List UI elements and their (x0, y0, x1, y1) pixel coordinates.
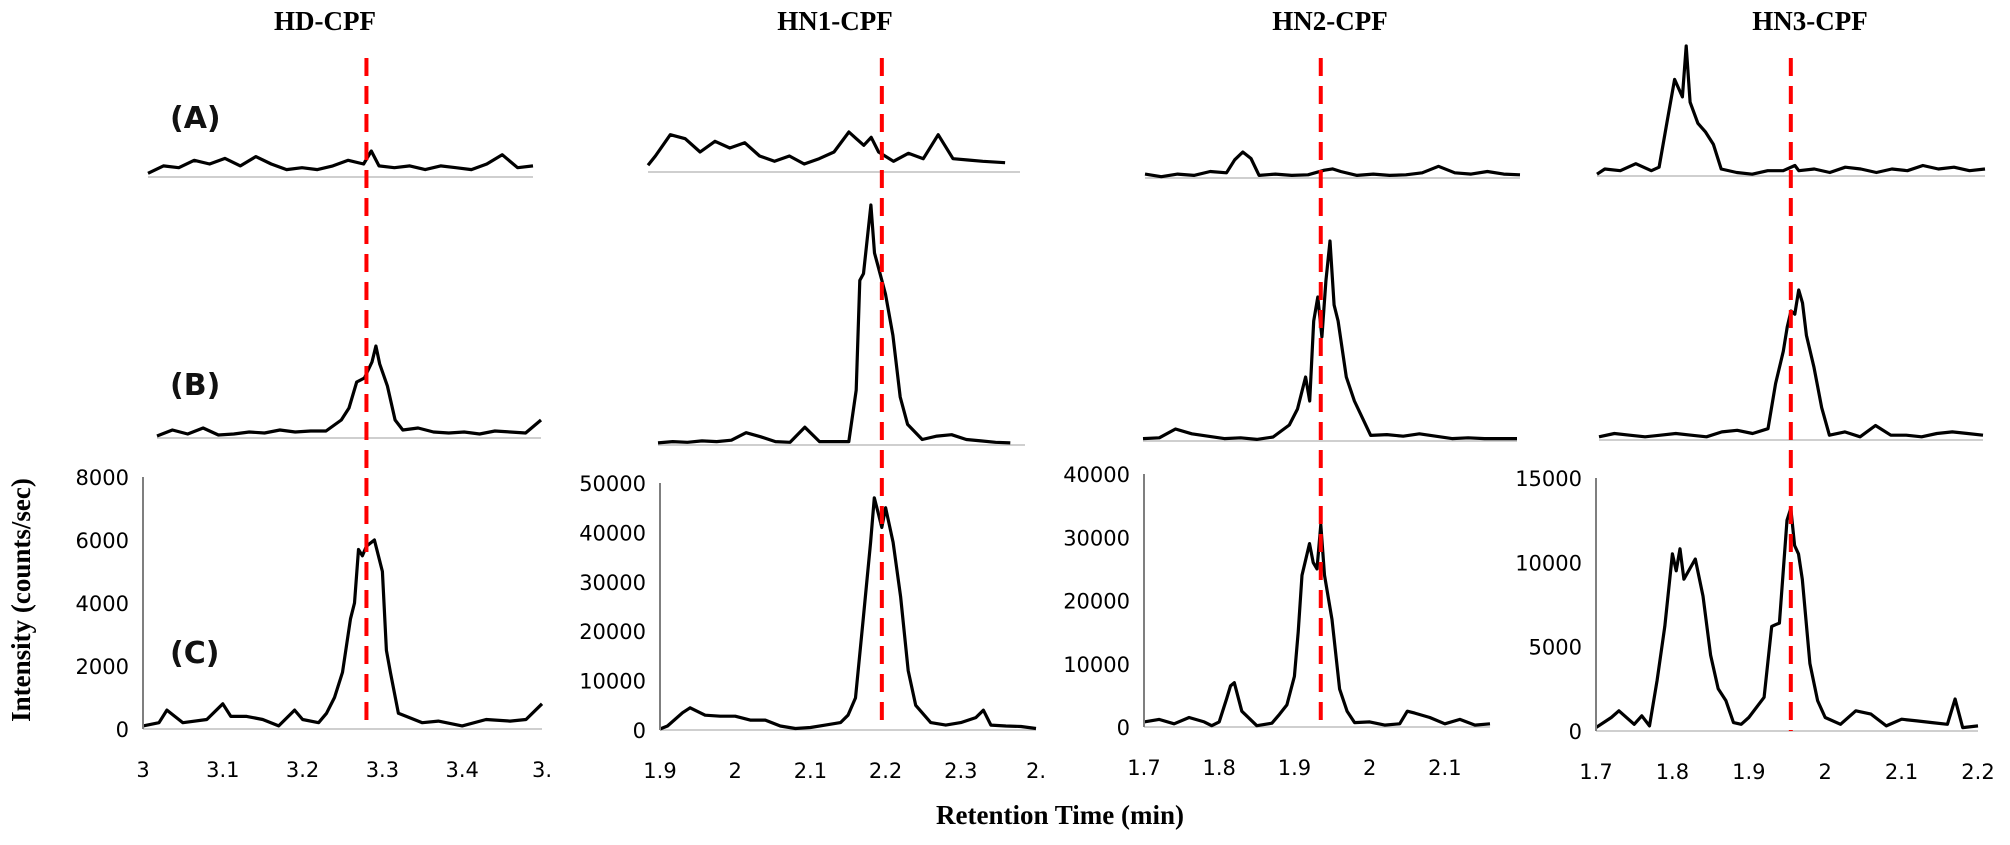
x-tick-label: 1.9 (1278, 756, 1311, 780)
y-tick-label: 20000 (1063, 590, 1130, 614)
panel-hd-cpf: HD-CPF 0 2000 4000 6000 8000 3 3.1 3.2 3.3 3.4 3. (76, 6, 552, 782)
x-tick-label: 3.2 (286, 758, 319, 782)
x-tick-label: 1.8 (1203, 756, 1236, 780)
row-label-a: (A) (170, 101, 221, 136)
y-tick-label: 5000 (1529, 636, 1582, 660)
y-tick-label: 4000 (76, 592, 129, 616)
x-tick-label: 2. (1026, 759, 1046, 783)
x-tick-label: 2.1 (794, 759, 827, 783)
trace-b (657, 203, 1011, 445)
trace-c (1143, 523, 1491, 728)
panel-hn3-cpf: HN3-CPF 0 5000 10000 15000 1.7 1.8 1.9 2 2.1 2.2 (1515, 6, 1995, 784)
x-tick-label: 2.3 (944, 759, 977, 783)
panel-title: HN2-CPF (1272, 6, 1387, 36)
panel-hn1-cpf: HN1-CPF 0 10000 20000 30000 40000 50000 1.9 2 2.1… (579, 6, 1046, 783)
trace-a (1596, 44, 1986, 176)
x-tick-label: 3.1 (206, 758, 239, 782)
y-tick-label: 50000 (579, 472, 646, 496)
y-tick-label: 6000 (76, 529, 129, 553)
x-tick-label: 2.2 (1961, 760, 1994, 784)
panel-hn2-cpf: HN2-CPF 0 10000 20000 30000 40000 1.7 1.8 1.9 2 2.… (1063, 6, 1521, 780)
y-tick-label: 30000 (579, 571, 646, 595)
panel-title: HN1-CPF (777, 6, 892, 36)
trace-a (646, 130, 1006, 167)
trace-c (659, 496, 1037, 731)
x-tick-label: 1.7 (1127, 756, 1160, 780)
y-tick-label: 20000 (579, 620, 646, 644)
y-tick-label: 0 (633, 719, 646, 743)
trace-a (147, 149, 534, 175)
trace-c (142, 538, 544, 728)
x-tick-label: 1.8 (1656, 760, 1689, 784)
trace-c (1595, 506, 1979, 730)
x-tick-label: 2 (729, 759, 742, 783)
x-tick-label: 3 (136, 758, 149, 782)
y-tick-label: 10000 (1063, 653, 1130, 677)
x-tick-label: 2 (1819, 760, 1832, 784)
y-tick-label: 10000 (579, 670, 646, 694)
y-tick-label: 10000 (1515, 551, 1582, 575)
row-label-c: (C) (170, 636, 219, 671)
y-tick-label: 0 (116, 718, 129, 742)
trace-b (1598, 288, 1984, 439)
y-tick-label: 15000 (1515, 467, 1582, 491)
row-label-b: (B) (170, 368, 220, 403)
y-tick-label: 40000 (579, 521, 646, 545)
x-tick-label: 3. (532, 758, 552, 782)
y-axis-title: Intensity (counts/sec) (6, 478, 36, 722)
x-tick-label: 3.4 (445, 758, 478, 782)
y-tick-label: 0 (1117, 716, 1130, 740)
x-tick-label: 2.1 (1885, 760, 1918, 784)
x-tick-label: 1.9 (1732, 760, 1765, 784)
y-tick-label: 8000 (76, 466, 129, 490)
x-tick-label: 1.7 (1579, 760, 1612, 784)
y-tick-label: 40000 (1063, 463, 1130, 487)
trace-b (156, 344, 543, 438)
panel-title: HN3-CPF (1752, 6, 1867, 36)
panel-title: HD-CPF (274, 6, 376, 36)
x-tick-label: 3.3 (366, 758, 399, 782)
y-tick-label: 0 (1569, 720, 1582, 744)
x-tick-label: 2.1 (1428, 756, 1461, 780)
x-tick-label: 2 (1363, 756, 1376, 780)
x-tick-label: 1.9 (643, 759, 676, 783)
x-tick-label: 2.2 (869, 759, 902, 783)
y-tick-label: 30000 (1063, 526, 1130, 550)
x-axis-title: Retention Time (min) (936, 800, 1184, 830)
trace-b (1142, 239, 1517, 441)
y-tick-label: 2000 (76, 655, 129, 679)
trace-a (1144, 150, 1521, 179)
